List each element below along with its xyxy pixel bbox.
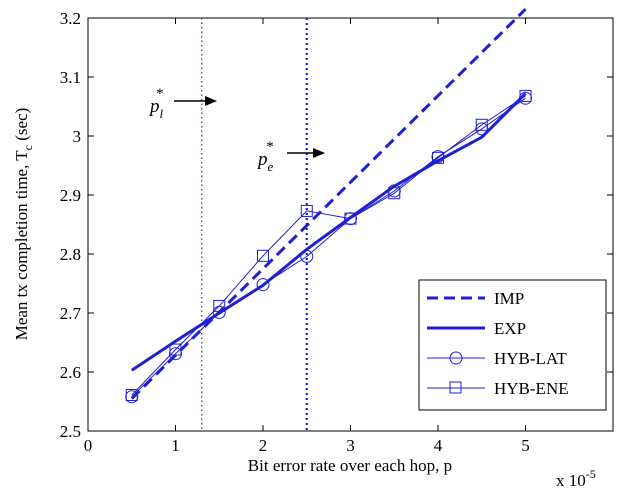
x-tick-label: 1	[171, 436, 180, 455]
y-axis-label: Mean tx completion time, Tc (sec)	[12, 108, 35, 341]
series-hyb-ene-point	[125, 389, 138, 402]
y-tick-label: 3	[73, 127, 82, 146]
series-hyb-ene-point	[388, 187, 401, 200]
series-hyb-ene-point	[519, 89, 532, 102]
annotation-pl-arrowhead	[205, 96, 217, 106]
series-hyb-ene-point	[300, 204, 313, 217]
series-lines	[125, 8, 532, 404]
y-tick-label: 2.8	[60, 245, 81, 264]
legend-exp-label: EXP	[494, 319, 526, 338]
series-hyb-ene-line	[131, 95, 526, 396]
series-hyb-ene-point	[432, 151, 444, 164]
series-hyb-ene-point	[344, 212, 357, 225]
legend-hyb-lat-marker	[449, 351, 463, 365]
x-axis-label: Bit error rate over each hop, p	[248, 456, 452, 475]
annotation-pl: pl*	[148, 86, 217, 121]
series-hyb-lat-point	[256, 278, 270, 292]
annotation-pe: pe*	[256, 139, 325, 174]
y-tick-label: 3.2	[60, 9, 81, 28]
y-tick-label: 2.5	[60, 422, 81, 441]
series-hyb-ene-point	[475, 118, 488, 131]
series-hyb-ene-point	[169, 343, 182, 356]
x-tick-label: 4	[434, 436, 443, 455]
x-tick-label: 2	[259, 436, 268, 455]
series-hyb-ene-point	[213, 299, 226, 312]
annotation-pe-label: pe*	[256, 139, 274, 174]
series-hyb-lat-point	[300, 249, 314, 263]
annotation-pe-arrowhead	[313, 148, 325, 158]
series-hyb-lat-line	[131, 97, 526, 398]
x-tick-label: 3	[346, 436, 355, 455]
x-tick-label: 0	[84, 436, 93, 455]
x-tick-label: 5	[521, 436, 530, 455]
y-tick-label: 2.6	[60, 363, 81, 382]
legend-imp-label: IMP	[494, 289, 524, 308]
legend-hyb-ene-label: HYB-ENE	[494, 379, 569, 398]
x-axis-multiplier: x 10-5	[556, 467, 596, 490]
legend-hyb-ene-marker	[449, 381, 462, 394]
legend: IMP EXP HYB-LAT HYB-ENE	[418, 279, 607, 411]
y-tick-label: 3.1	[60, 68, 81, 87]
series-hyb-ene-point	[257, 249, 269, 262]
y-tick-label: 2.9	[60, 186, 81, 205]
legend-hyb-lat-label: HYB-LAT	[494, 349, 567, 368]
axis-ticks: 0 1 2 3 4 5 2.5 2.6 2.7 2.8 2.9 3 3.1 3.2	[60, 9, 613, 455]
annotation-pl-label: pl*	[148, 86, 164, 121]
y-tick-label: 2.7	[60, 304, 82, 323]
